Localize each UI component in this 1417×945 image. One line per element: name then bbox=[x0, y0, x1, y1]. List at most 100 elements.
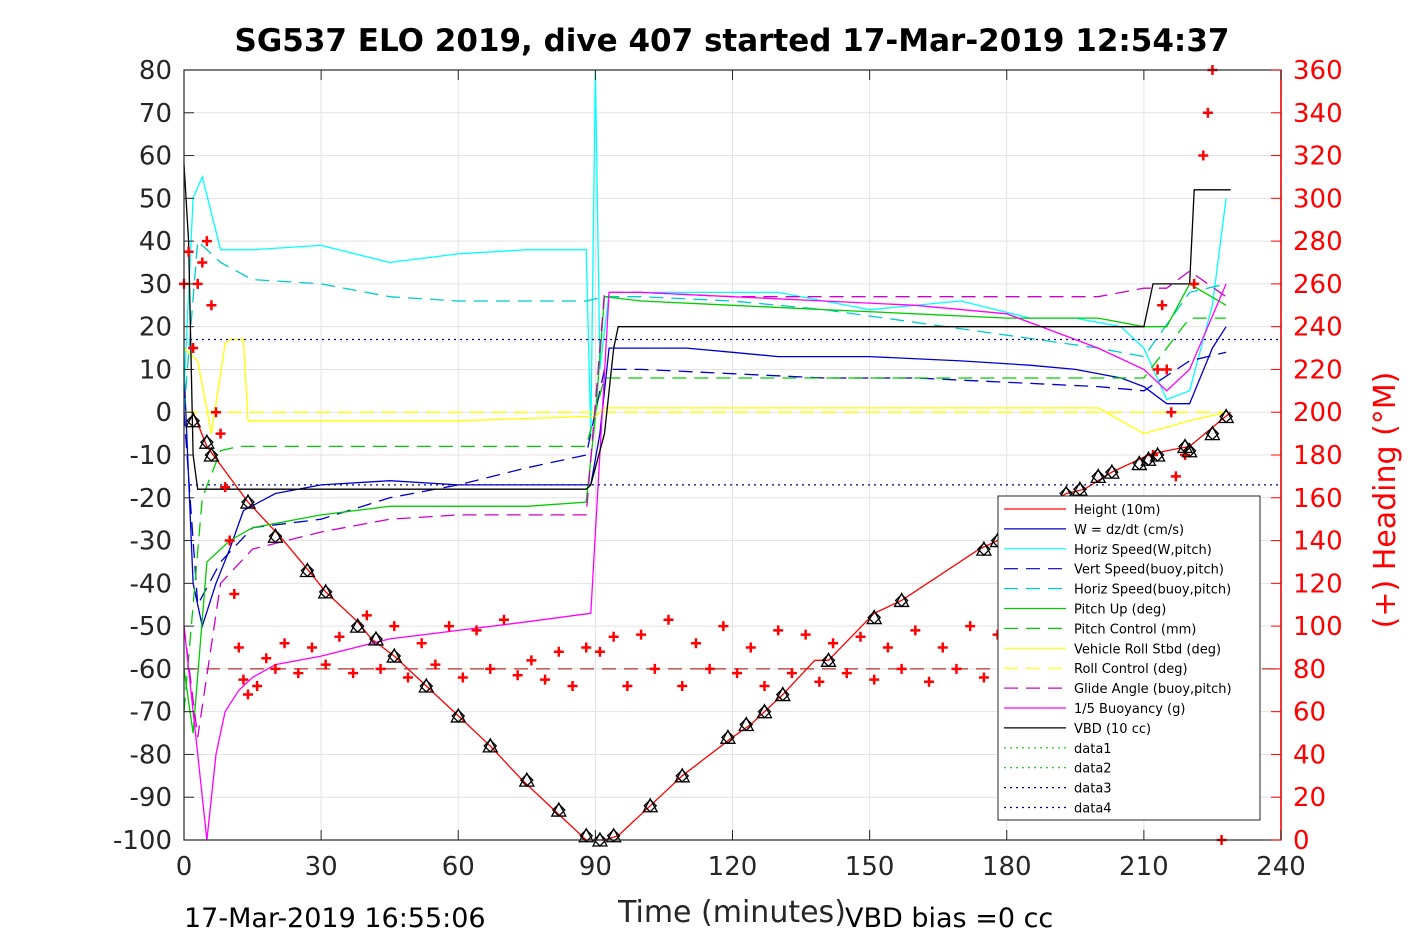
y-tick-label: -10 bbox=[130, 441, 172, 471]
depth-marker-diamond bbox=[1104, 465, 1119, 480]
heading-point bbox=[649, 663, 660, 674]
right-y-tick-label: 240 bbox=[1293, 313, 1343, 343]
legend-entry: Glide Angle (buoy,pitch) bbox=[1074, 682, 1232, 697]
heading-point bbox=[215, 428, 226, 439]
heading-point bbox=[910, 625, 921, 636]
series-line-w-dz-dt-cm-s- bbox=[183, 326, 1227, 629]
heading-point bbox=[1152, 364, 1163, 375]
heading-point bbox=[229, 589, 240, 600]
legend-entry: Vert Speed(buoy,pitch) bbox=[1074, 563, 1224, 578]
heading-point bbox=[540, 674, 551, 685]
right-y-tick-label: 80 bbox=[1293, 655, 1326, 685]
depth-marker-diamond bbox=[241, 495, 255, 509]
heading-point bbox=[800, 629, 811, 640]
depth-marker-diamond bbox=[519, 773, 534, 788]
depth-marker-diamond bbox=[204, 448, 219, 462]
depth-marker-diamond bbox=[551, 803, 566, 817]
depth-marker-diamond bbox=[451, 709, 466, 723]
heading-point bbox=[663, 614, 674, 625]
depth-marker-diamond bbox=[268, 529, 283, 544]
heading-point bbox=[924, 676, 935, 687]
depth-marker-diamond bbox=[350, 619, 365, 634]
legend-entry: data2 bbox=[1074, 762, 1112, 777]
depth-marker-diamond bbox=[300, 563, 315, 578]
heading-point bbox=[188, 343, 199, 354]
depth-marker-diamond bbox=[1150, 448, 1165, 462]
heading-point bbox=[773, 625, 784, 636]
legend-entry: Pitch Control (mm) bbox=[1074, 622, 1196, 637]
y-tick-label: 70 bbox=[139, 99, 172, 129]
depth-marker-diamond bbox=[675, 768, 690, 783]
heading-point bbox=[206, 300, 217, 311]
x-axis-label: Time (minutes) bbox=[617, 895, 846, 930]
heading-point bbox=[389, 621, 400, 632]
axes-layer: 0 30 60 90 120 150 180 210 24080706050403020100-… bbox=[113, 56, 1343, 882]
heading-point bbox=[1198, 150, 1209, 161]
footer-vbd-bias: VBD bias =0 cc bbox=[845, 903, 1053, 934]
depth-marker-diamond bbox=[775, 687, 790, 702]
right-y-tick-label: 140 bbox=[1293, 527, 1343, 557]
heading-point bbox=[896, 663, 907, 674]
y-tick-label: -80 bbox=[130, 740, 172, 770]
heading-point bbox=[1161, 364, 1172, 375]
series-line-vbd-10-cc- bbox=[183, 164, 1231, 490]
series-line-vehicle-roll-stbd-deg- bbox=[183, 338, 1227, 435]
heading-point bbox=[293, 668, 304, 679]
x-tick-label: 0 bbox=[176, 852, 193, 882]
heading-point bbox=[965, 621, 976, 632]
series-layer bbox=[179, 65, 1281, 847]
depth-marker-diamond bbox=[419, 679, 434, 693]
right-y-tick-label: 300 bbox=[1293, 184, 1343, 214]
right-y-tick-label: 200 bbox=[1293, 398, 1343, 428]
heading-point bbox=[718, 621, 729, 632]
heading-point bbox=[622, 681, 633, 691]
y-tick-label: 0 bbox=[155, 398, 172, 428]
y-tick-label: 20 bbox=[139, 313, 172, 343]
legend-entry: VBD (10 cc) bbox=[1074, 722, 1151, 737]
heading-point bbox=[361, 610, 372, 621]
right-y-tick-label: 40 bbox=[1293, 740, 1326, 770]
heading-point bbox=[485, 663, 496, 674]
heading-point bbox=[183, 246, 194, 257]
heading-point bbox=[457, 672, 468, 683]
depth-marker-diamond bbox=[318, 584, 333, 599]
x-tick-label: 210 bbox=[1119, 852, 1169, 882]
heading-point bbox=[1189, 278, 1200, 289]
legend-entry: data4 bbox=[1074, 802, 1112, 817]
x-tick-label: 150 bbox=[845, 852, 895, 882]
legend-entry: data3 bbox=[1074, 782, 1112, 797]
y-tick-label: 10 bbox=[139, 355, 172, 385]
depth-marker-diamond bbox=[867, 610, 882, 625]
x-tick-label: 60 bbox=[442, 852, 475, 882]
y-tick-label: 40 bbox=[139, 227, 172, 257]
heading-point bbox=[608, 631, 619, 642]
y-tick-label: -100 bbox=[113, 826, 172, 856]
heading-point bbox=[759, 681, 770, 691]
legend-entry: data1 bbox=[1074, 742, 1112, 757]
footer-timestamp: 17-Mar-2019 16:55:06 bbox=[184, 903, 486, 934]
heading-point bbox=[814, 676, 825, 687]
depth-marker-diamond bbox=[483, 738, 498, 753]
heading-point bbox=[553, 646, 564, 657]
right-y-tick-label: 20 bbox=[1293, 783, 1326, 813]
depth-marker-diamond bbox=[757, 704, 772, 719]
heading-point bbox=[348, 668, 359, 679]
heading-point bbox=[937, 642, 948, 653]
right-y-tick-label: 320 bbox=[1293, 142, 1343, 172]
heading-point bbox=[1170, 471, 1181, 482]
depth-marker-diamond bbox=[1182, 443, 1197, 458]
right-y-tick-label: 120 bbox=[1293, 569, 1343, 599]
legend-entry: Pitch Up (deg) bbox=[1074, 603, 1166, 618]
right-y-tick-label: 260 bbox=[1293, 270, 1343, 300]
heading-point bbox=[210, 407, 221, 418]
heading-point bbox=[306, 642, 317, 653]
y-tick-label: 80 bbox=[139, 56, 172, 86]
heading-point bbox=[197, 257, 208, 268]
heading-point bbox=[512, 670, 523, 681]
heading-point bbox=[567, 681, 578, 691]
heading-point bbox=[1202, 107, 1213, 118]
y-tick-label: -70 bbox=[130, 698, 172, 728]
depth-marker-diamond bbox=[643, 798, 658, 813]
heading-point bbox=[270, 663, 281, 674]
